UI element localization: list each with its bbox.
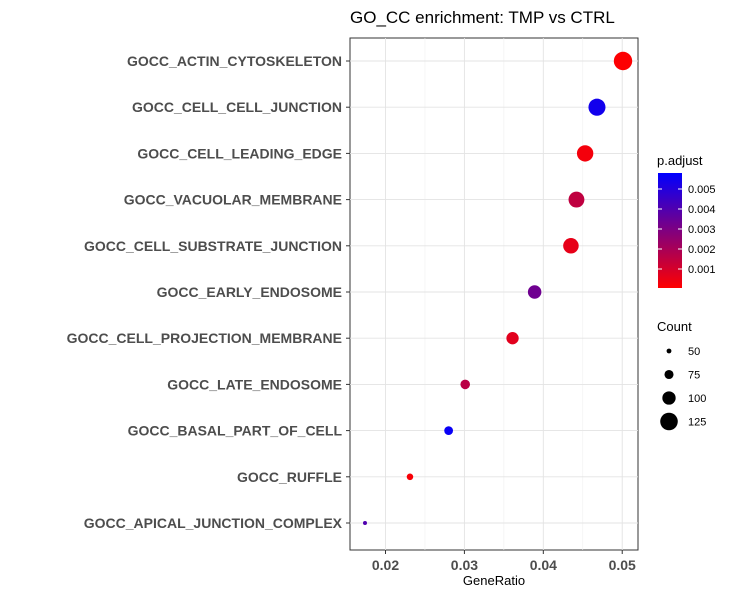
- y-tick-label: GOCC_CELL_SUBSTRATE_JUNCTION: [84, 238, 342, 254]
- chart-title: GO_CC enrichment: TMP vs CTRL: [350, 8, 615, 27]
- colorbar-tick-label: 0.005: [688, 184, 716, 196]
- data-point: [563, 238, 579, 254]
- data-point: [506, 332, 519, 345]
- count-legend-key: [662, 391, 676, 405]
- data-points: [362, 51, 633, 525]
- y-axis: GOCC_ACTIN_CYTOSKELETON GOCC_CELL_CELL_JU…: [67, 53, 350, 531]
- p-adjust-ticks: 0.005 0.004 0.003 0.002 0.001: [658, 184, 716, 276]
- data-point: [613, 51, 633, 71]
- data-point: [406, 473, 414, 481]
- count-legend-key: [664, 369, 674, 380]
- plot-area: [349, 37, 639, 551]
- x-axis: 0.02 0.03 0.04 0.05: [372, 550, 636, 573]
- colorbar-tick-label: 0.003: [688, 224, 716, 236]
- count-legend: Count 50 75 100 125: [657, 319, 706, 431]
- count-legend-label: 75: [688, 370, 700, 382]
- plot-panel: [349, 37, 639, 551]
- minor-gridlines: [424, 38, 584, 550]
- data-point: [588, 98, 606, 116]
- x-tick-label: 0.03: [451, 557, 478, 573]
- y-tick-label: GOCC_APICAL_JUNCTION_COMPLEX: [84, 515, 343, 531]
- y-tick-label: GOCC_CELL_PROJECTION_MEMBRANE: [67, 330, 342, 346]
- p-adjust-legend: p.adjust 0.005 0.004 0.003 0.002 0.001: [657, 153, 716, 288]
- data-point: [444, 426, 454, 435]
- count-legend-label: 125: [688, 417, 706, 429]
- data-point: [568, 191, 585, 208]
- y-tick-label: GOCC_ACTIN_CYTOSKELETON: [127, 53, 342, 69]
- y-tick-label: GOCC_RUFFLE: [237, 469, 342, 485]
- count-legend-key: [666, 348, 672, 354]
- y-tick-label: GOCC_BASAL_PART_OF_CELL: [128, 423, 343, 439]
- x-axis-label: GeneRatio: [463, 573, 525, 588]
- p-adjust-colorbar: [658, 173, 682, 288]
- colorbar-tick-label: 0.001: [688, 264, 716, 276]
- y-tick-label: GOCC_CELL_CELL_JUNCTION: [132, 99, 342, 115]
- major-gridlines: [350, 38, 638, 550]
- y-tick-label: GOCC_VACUOLAR_MEMBRANE: [124, 192, 342, 208]
- colorbar-tick-label: 0.002: [688, 244, 716, 256]
- count-legend-label: 100: [688, 393, 706, 405]
- count-legend-keys: 50 75 100 125: [660, 346, 706, 431]
- y-tick-label: GOCC_EARLY_ENDOSOME: [157, 284, 342, 300]
- data-point: [576, 145, 594, 162]
- x-tick-label: 0.05: [609, 557, 636, 573]
- y-tick-label: GOCC_LATE_ENDOSOME: [167, 376, 342, 392]
- y-tick-label: GOCC_CELL_LEADING_EDGE: [137, 145, 342, 161]
- x-tick-label: 0.04: [530, 557, 557, 573]
- p-adjust-legend-title: p.adjust: [657, 153, 703, 168]
- count-legend-key: [660, 412, 678, 431]
- data-point: [460, 379, 470, 390]
- data-point: [527, 285, 542, 299]
- data-point: [362, 521, 367, 525]
- count-legend-title: Count: [657, 319, 692, 334]
- count-legend-label: 50: [688, 346, 700, 358]
- x-tick-label: 0.02: [372, 557, 399, 573]
- colorbar-tick-label: 0.004: [688, 204, 716, 216]
